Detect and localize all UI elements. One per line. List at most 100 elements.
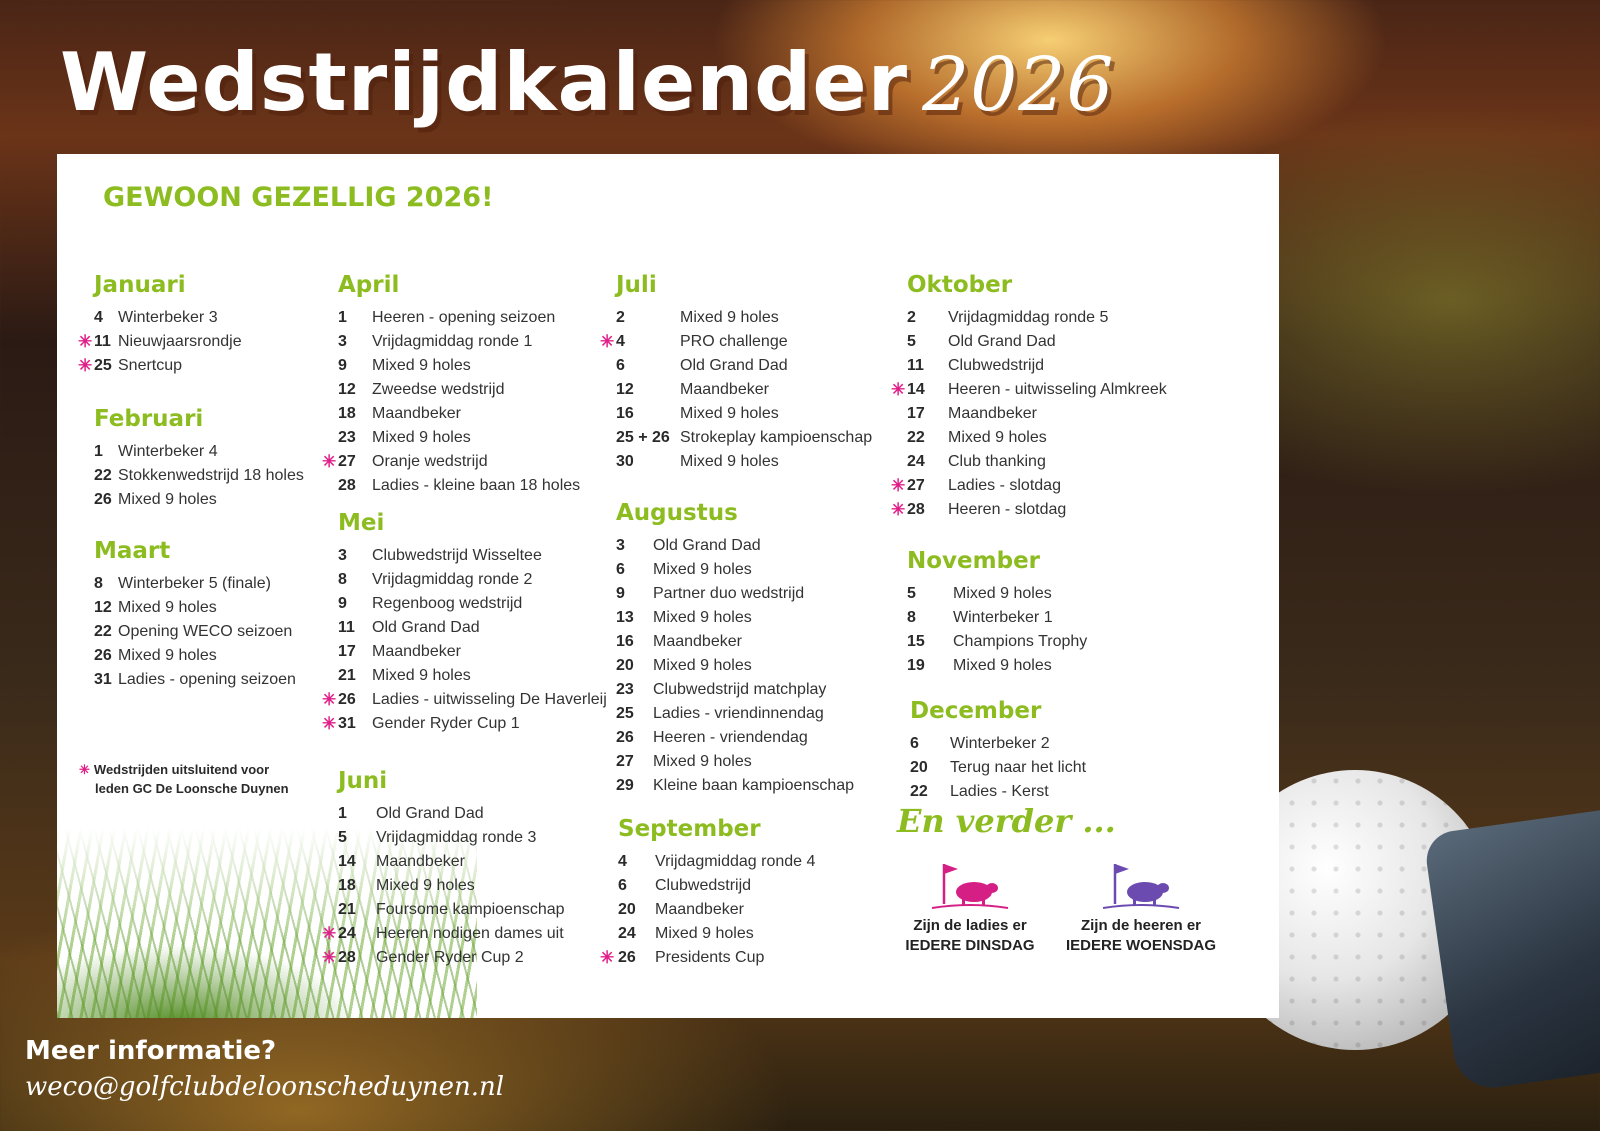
event-name: Old Grand Dad bbox=[680, 357, 788, 374]
month-april: April 1 Heeren - opening seizoen 3 Vrijdagmi… bbox=[322, 272, 580, 498]
month-title: September bbox=[618, 816, 761, 842]
event-day: 31 bbox=[94, 671, 112, 688]
event-day: 28 bbox=[338, 949, 356, 966]
event-day: 6 bbox=[910, 735, 919, 752]
event-day: 23 bbox=[338, 429, 356, 446]
event-day: 16 bbox=[616, 405, 634, 422]
event-name: Stokkenwedstrijd 18 holes bbox=[118, 467, 304, 484]
grass-decoration bbox=[57, 828, 477, 1018]
event-name: Mixed 9 holes bbox=[953, 657, 1052, 674]
event-day: 8 bbox=[338, 571, 347, 588]
event-row: 21 Foursome kampioenschap bbox=[338, 898, 565, 922]
event-name: Heeren nodigen dames uit bbox=[376, 925, 564, 942]
event-day: 23 bbox=[616, 681, 634, 698]
event-name: Champions Trophy bbox=[953, 633, 1088, 650]
event-row: 2 Mixed 9 holes bbox=[616, 306, 872, 330]
event-name: Clubwedstrijd bbox=[655, 877, 752, 894]
event-row: 31 Ladies - opening seizoen bbox=[94, 668, 296, 692]
event-day: 27 bbox=[907, 477, 925, 494]
event-row: 25 + 26 Strokeplay kampioenschap bbox=[616, 426, 872, 450]
event-name: Vrijdagmiddag ronde 3 bbox=[376, 829, 537, 846]
event-day: 28 bbox=[338, 477, 356, 494]
email-link[interactable]: weco@golfclubdeloonscheduynen.nl bbox=[25, 1072, 505, 1102]
event-row: 23 Mixed 9 holes bbox=[338, 426, 580, 450]
event-row: 8 Winterbeker 1 bbox=[907, 606, 1087, 630]
event-row: 16 Maandbeker bbox=[616, 630, 854, 654]
title-year: 2026 bbox=[922, 42, 1115, 128]
heeren-line1: Zijn de heeren er bbox=[1080, 917, 1202, 934]
event-row: 15 Champions Trophy bbox=[907, 630, 1087, 654]
event-day: 21 bbox=[338, 901, 356, 918]
event-row: ✳ 31 Gender Ryder Cup 1 bbox=[322, 712, 607, 736]
event-day: 17 bbox=[338, 643, 356, 660]
event-row: 3 Old Grand Dad bbox=[616, 534, 854, 558]
event-day: 8 bbox=[907, 609, 916, 626]
event-name: Clubwedstrijd bbox=[948, 357, 1045, 374]
event-name: Terug naar het licht bbox=[950, 759, 1087, 776]
event-name: Nieuwjaarsrondje bbox=[118, 333, 242, 350]
event-row: 6 Mixed 9 holes bbox=[616, 558, 854, 582]
month-title: December bbox=[910, 698, 1042, 724]
event-row: 18 Maandbeker bbox=[338, 402, 580, 426]
event-day: 20 bbox=[910, 759, 928, 776]
event-row: ✳ 25 Snertcup bbox=[78, 354, 242, 378]
event-row: 22 Opening WECO seizoen bbox=[94, 620, 296, 644]
event-day: 12 bbox=[616, 381, 634, 398]
event-name: Presidents Cup bbox=[655, 949, 765, 966]
month-title: Augustus bbox=[616, 500, 738, 526]
event-day: 22 bbox=[910, 783, 928, 800]
event-row: 14 Maandbeker bbox=[338, 850, 565, 874]
event-row: 16 Mixed 9 holes bbox=[616, 402, 872, 426]
event-row: ✳ 28 Heeren - slotdag bbox=[891, 498, 1167, 522]
event-row: 11 Old Grand Dad bbox=[338, 616, 607, 640]
event-day: 9 bbox=[616, 585, 625, 602]
members-only-icon: ✳ bbox=[891, 500, 906, 519]
event-row: 25 Ladies - vriendinnendag bbox=[616, 702, 854, 726]
heeren-line2: IEDERE WOENSDAG bbox=[1065, 937, 1216, 954]
event-day: 30 bbox=[616, 453, 634, 470]
event-name: PRO challenge bbox=[680, 333, 788, 350]
event-row: 11 Clubwedstrijd bbox=[907, 354, 1167, 378]
legend-line2: leden GC De Loonsche Duynen bbox=[95, 781, 289, 796]
ladies-line1: Zijn de ladies er bbox=[913, 917, 1027, 934]
event-name: Mixed 9 holes bbox=[680, 405, 779, 422]
month-mei: Mei 3 Clubwedstrijd Wisseltee 8 Vrijdagmidda… bbox=[322, 510, 607, 736]
event-day: 19 bbox=[907, 657, 925, 674]
event-row: 4 Vrijdagmiddag ronde 4 bbox=[618, 850, 815, 874]
members-only-icon: ✳ bbox=[891, 380, 906, 399]
event-row: 19 Mixed 9 holes bbox=[907, 654, 1087, 678]
event-row: 9 Partner duo wedstrijd bbox=[616, 582, 854, 606]
event-name: Winterbeker 4 bbox=[118, 443, 218, 460]
event-name: Ladies - uitwisseling De Haverleij bbox=[372, 691, 607, 708]
event-name: Mixed 9 holes bbox=[372, 667, 471, 684]
event-row: ✳ 4 PRO challenge bbox=[600, 330, 872, 354]
event-day: 11 bbox=[338, 619, 355, 636]
event-name: Winterbeker 2 bbox=[950, 735, 1050, 752]
event-day: 5 bbox=[338, 829, 347, 846]
info-title: Meer informatie? bbox=[25, 1036, 277, 1066]
event-day: 25 + 26 bbox=[616, 429, 670, 446]
month-november: November 5 Mixed 9 holes 8 Winterbeker 1 15 Ch… bbox=[907, 548, 1087, 678]
event-day: 4 bbox=[616, 333, 625, 350]
event-day: 24 bbox=[907, 453, 925, 470]
event-row: 12 Zweedse wedstrijd bbox=[338, 378, 580, 402]
event-day: 14 bbox=[338, 853, 356, 870]
event-name: Kleine baan kampioenschap bbox=[653, 777, 855, 794]
members-only-icon: ✳ bbox=[79, 762, 90, 777]
event-day: 11 bbox=[94, 333, 111, 350]
event-name: Old Grand Dad bbox=[948, 333, 1056, 350]
event-day: 16 bbox=[616, 633, 634, 650]
event-row: 22 Ladies - Kerst bbox=[910, 780, 1086, 804]
event-day: 5 bbox=[907, 585, 916, 602]
event-row: 23 Clubwedstrijd matchplay bbox=[616, 678, 854, 702]
event-name: Maandbeker bbox=[655, 901, 744, 918]
event-name: Heeren - vriendendag bbox=[653, 729, 808, 746]
event-day: 26 bbox=[338, 691, 356, 708]
event-name: Heeren - slotdag bbox=[948, 501, 1067, 518]
event-name: Heeren - opening seizoen bbox=[372, 309, 556, 326]
members-only-icon: ✳ bbox=[322, 948, 337, 967]
event-name: Ladies - slotdag bbox=[948, 477, 1061, 494]
event-day: 29 bbox=[616, 777, 634, 794]
event-row: 21 Mixed 9 holes bbox=[338, 664, 607, 688]
event-day: 3 bbox=[338, 547, 347, 564]
